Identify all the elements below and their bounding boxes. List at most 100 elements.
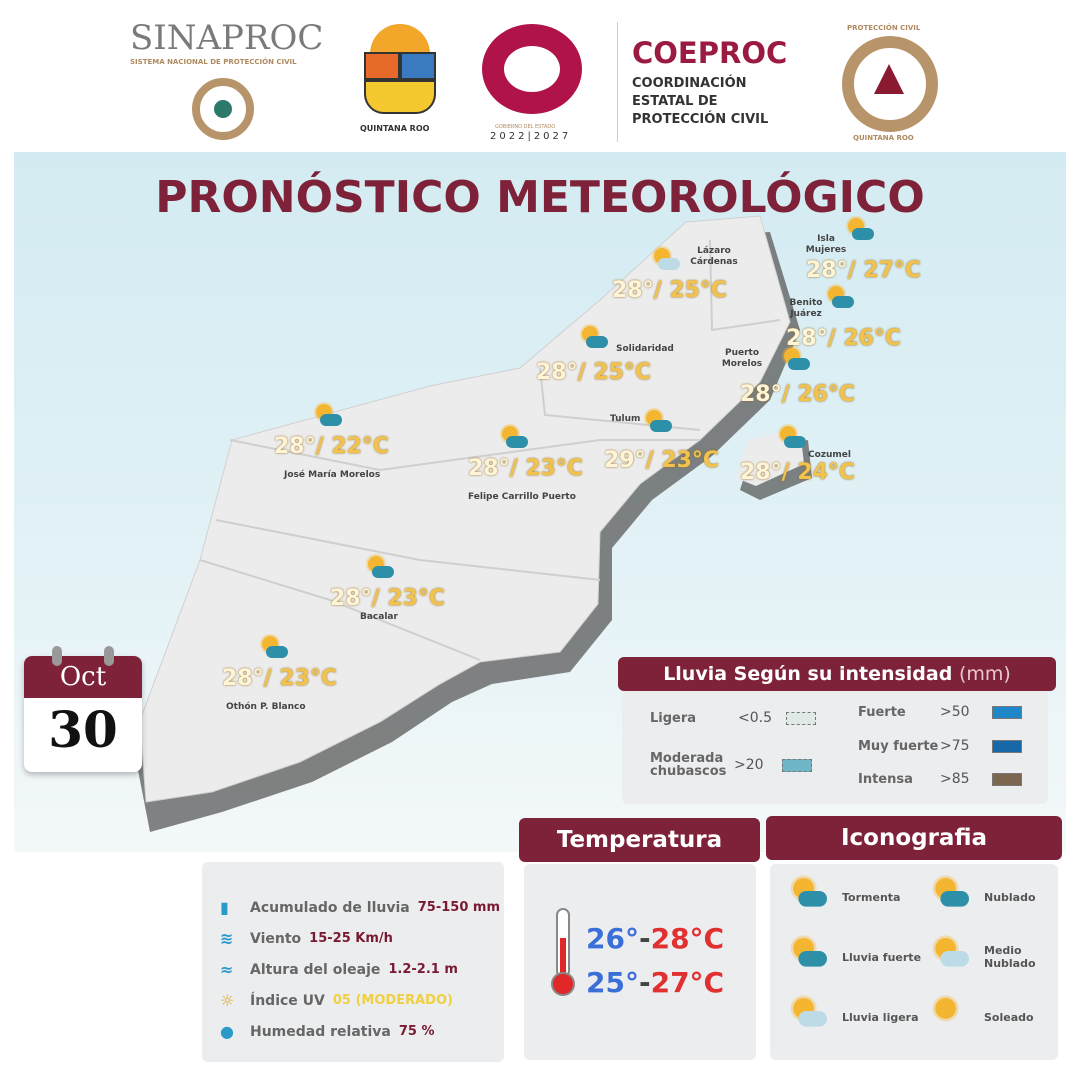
rain-legend-item: Ligera <0.5: [650, 710, 816, 726]
city-min-temp: / 23°C: [645, 448, 720, 473]
storm-icon: [824, 286, 854, 314]
rain-level-swatch: [992, 739, 1022, 753]
quintana-roo-shield: [362, 24, 438, 120]
waves-icon: ≈: [220, 960, 234, 979]
storm-icon: [788, 878, 827, 914]
temp-max-2: 27°C: [650, 966, 725, 999]
city-name: Felipe Carrillo Puerto: [468, 492, 576, 502]
city-max-temp: 28°: [274, 434, 316, 459]
legend-icon-label: Lluvia fuerte: [842, 950, 922, 964]
info-value: 75-150 mm: [417, 900, 500, 915]
city-max-temp: 28°: [330, 586, 372, 611]
rain-level-value: >85: [940, 771, 970, 787]
city-max-temp: 28°: [806, 258, 848, 283]
rain-level-label: Muy fuerte: [858, 738, 939, 754]
thermometer-icon: [548, 908, 578, 998]
calendar-ring-left: [52, 646, 62, 666]
city-max-temp: 28°: [468, 456, 510, 481]
rain-light-icon: [788, 998, 827, 1034]
rain-legend-item: Intensa >85: [858, 771, 1022, 787]
legend-icon-item: Lluvia fuerte: [788, 938, 921, 976]
info-row: ▮ Acumulado de lluvia 75-150 mm: [220, 892, 504, 923]
date-calendar: Oct 30: [24, 656, 142, 772]
rain-legend-item: Muy fuerte >75: [858, 738, 1022, 754]
coeproc-line1: COORDINACIÓN: [632, 76, 747, 91]
city-temperature: 28°/ 25°C: [612, 278, 727, 303]
rain-level-label: Moderada chubascos: [650, 751, 727, 779]
legend-icon-label: Tormenta: [842, 890, 901, 904]
coeproc-line3: PROTECCIÓN CIVIL: [632, 112, 769, 127]
city-name: Lázaro Cárdenas: [690, 246, 738, 267]
legend-icon-item: Medio Nublado: [930, 938, 1044, 976]
storm-icon: [776, 426, 806, 454]
city-name: Isla Mujeres: [805, 234, 847, 255]
legend-icon-label: Soleado: [984, 1010, 1034, 1024]
temp-range-2: 25°-27°C: [586, 966, 725, 999]
cloudy-icon: [642, 410, 672, 438]
sinaproc-name: SINAPROC: [130, 18, 324, 58]
temp-min-1: 26°: [586, 922, 639, 955]
divider: [617, 22, 618, 142]
city-min-temp: / 22°C: [315, 434, 390, 459]
uv-icon: ☼: [220, 991, 235, 1010]
wind-icon: ≋: [220, 929, 234, 948]
city-temperature: 28°/ 23°C: [468, 456, 583, 481]
rain-level-swatch: [992, 705, 1022, 719]
rain-legend-item: Fuerte >50: [858, 704, 1022, 720]
info-value: 1.2-2.1 m: [388, 962, 458, 977]
rain-level-label: Ligera: [650, 710, 697, 726]
page-title: PRONÓSTICO METEOROLÓGICO: [155, 172, 925, 223]
rain-level-swatch: [782, 758, 812, 772]
iconography-header: Iconografia: [766, 816, 1062, 860]
rain-legend-header: Lluvia Según su intensidad (mm): [618, 657, 1056, 691]
city-name: Cozumel: [808, 450, 852, 460]
city-min-temp: / 27°C: [847, 258, 922, 283]
info-row: ≋ Viento 15-25 Km/h: [220, 923, 504, 954]
info-value: 75 %: [398, 1024, 435, 1039]
info-value: 05 (MODERADO): [332, 993, 453, 1008]
storm-icon: [258, 636, 288, 664]
legend-icon-item: Lluvia ligera: [788, 998, 919, 1036]
municipal-borders: [199, 239, 781, 661]
quintana-roo-label: QUINTANA ROO: [360, 124, 430, 133]
info-row: ● Humedad relativa 75 %: [220, 1016, 504, 1047]
header: SINAPROC SISTEMA NACIONAL DE PROTECCIÓN …: [0, 0, 1080, 150]
legend-icon-label: Lluvia ligera: [842, 1010, 919, 1024]
sunny-icon: [930, 998, 969, 1034]
storm-icon: [364, 556, 394, 584]
city-max-temp: 28°: [222, 666, 264, 691]
city-temperature: 28°/ 23°C: [222, 666, 337, 691]
legend-icon-label: Medio Nublado: [984, 944, 1036, 970]
rain-level-label: Fuerte: [858, 704, 906, 720]
government-years: 2022|2027: [490, 131, 572, 142]
city-name: Solidaridad: [616, 344, 674, 354]
city-temperature: 28°/ 25°C: [536, 360, 651, 385]
info-label: Humedad relativa: [250, 1023, 391, 1040]
info-label: Acumulado de lluvia: [250, 899, 410, 916]
rain-legend-title: Lluvia Según su intensidad: [663, 663, 953, 685]
date-day: 30: [48, 700, 118, 759]
legend-icon-item: Nublado: [930, 878, 1044, 916]
city-min-temp: / 24°C: [781, 460, 856, 485]
city-name: Bacalar: [360, 612, 398, 622]
city-temperature: 29°/ 23°C: [604, 448, 719, 473]
info-label: Altura del oleaje: [250, 961, 381, 978]
city-temperature: 28°/ 22°C: [274, 434, 389, 459]
info-value: 15-25 Km/h: [309, 931, 393, 946]
pc-logo-bottom: QUINTANA ROO: [853, 134, 914, 142]
city-name: Puerto Morelos: [721, 348, 763, 369]
city-min-temp: / 25°C: [653, 278, 728, 303]
calendar-ring-right: [104, 646, 114, 666]
rain-light-icon: [650, 248, 680, 276]
rain-legend-item: Moderada chubascos >20: [650, 752, 812, 778]
city-temperature: 28°/ 23°C: [330, 586, 445, 611]
legend-icon-item: Tormenta: [788, 878, 900, 916]
rain-level-value: >75: [940, 738, 970, 754]
sinaproc-emblem: [192, 78, 254, 140]
temp-range-1: 26°-28°C: [586, 922, 725, 955]
storm-icon: [844, 218, 874, 246]
legend-icon-item: Soleado: [930, 998, 1044, 1036]
city-max-temp: 28°: [786, 326, 828, 351]
city-name: José María Morelos: [284, 470, 381, 480]
